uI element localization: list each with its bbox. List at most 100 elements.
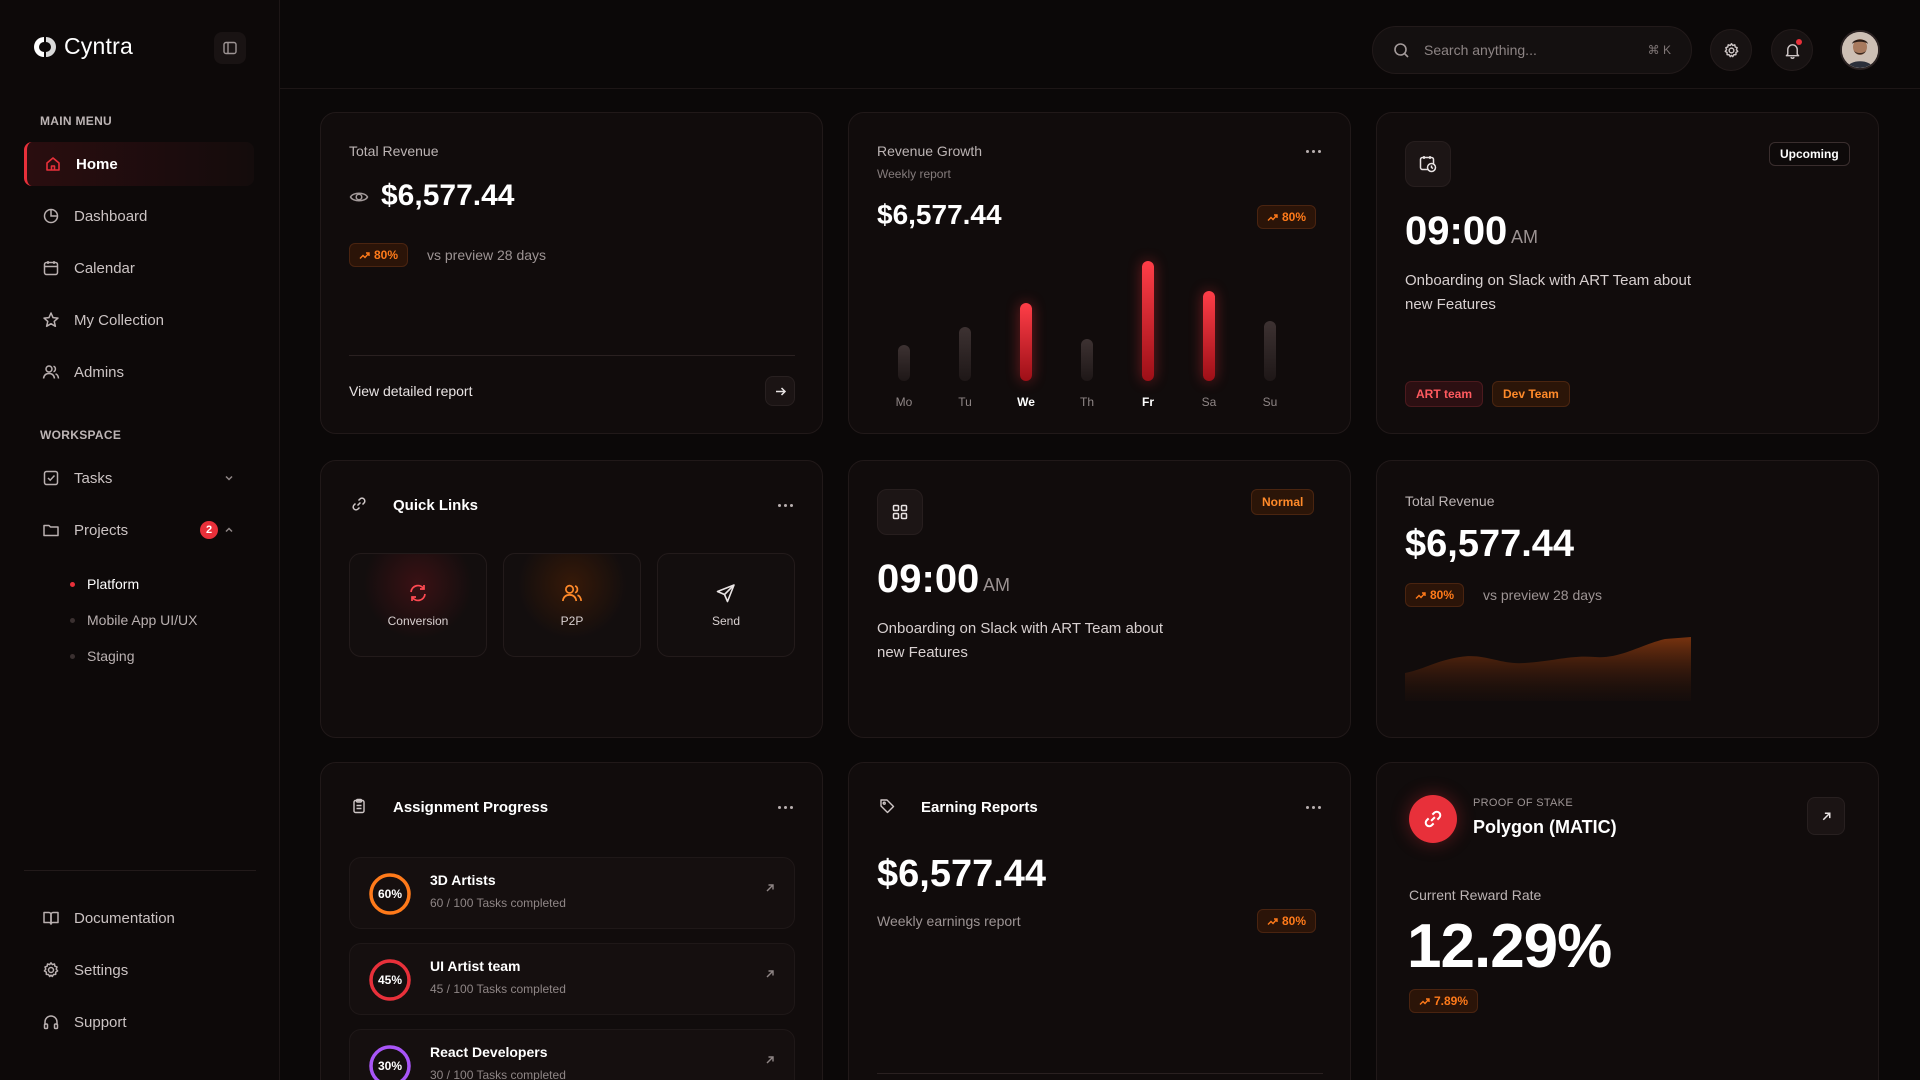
open-stake-button[interactable]: [1807, 797, 1845, 835]
total-revenue-amount: $6,577.44: [381, 179, 515, 212]
avatar[interactable]: [1840, 30, 1880, 70]
change-badge: 80%: [1257, 909, 1317, 933]
sidebar-item-tasks[interactable]: Tasks: [24, 456, 254, 500]
progress-ring: [369, 873, 411, 915]
more-options-button[interactable]: [1301, 795, 1325, 819]
assignment-item[interactable]: 30% React Developers 30 / 100 Tasks comp…: [349, 1029, 795, 1080]
sidebar-item-settings[interactable]: Settings: [24, 948, 254, 992]
app-name: Cyntra: [64, 33, 133, 59]
bar-column-fr[interactable]: Fr: [1133, 253, 1163, 423]
compare-text: vs preview 28 days: [1483, 587, 1603, 603]
assignment-item[interactable]: 60% 3D Artists 60 / 100 Tasks completed: [349, 857, 795, 929]
dot: [70, 653, 75, 659]
notifications-button[interactable]: [1771, 29, 1813, 71]
view-report-link[interactable]: View detailed report: [349, 383, 473, 399]
search-bar[interactable]: ⌘ K: [1372, 26, 1692, 74]
bar-label-fr: Fr: [1142, 395, 1154, 409]
event-time: 09:00: [1405, 209, 1508, 253]
send-icon: [716, 584, 735, 603]
trend-up-icon: [359, 251, 370, 259]
change-value: 7.89%: [1434, 994, 1469, 1008]
dot: [70, 617, 75, 623]
logo[interactable]: Cyntra: [32, 33, 133, 60]
tag-dev-team[interactable]: Dev Team: [1492, 381, 1570, 407]
assignment-progress-card: Assignment Progress 60% 3D Artists 60 / …: [320, 762, 823, 1080]
eye-icon[interactable]: [349, 187, 369, 207]
quick-link-send[interactable]: Send: [657, 553, 795, 657]
progress-ring: [369, 959, 411, 1001]
normal-badge: Normal: [1251, 489, 1315, 515]
assignment-item[interactable]: 45% UI Artist team 45 / 100 Tasks comple…: [349, 943, 795, 1015]
chevron-down-icon[interactable]: [222, 471, 236, 485]
compare-text: vs preview 28 days: [427, 247, 547, 263]
more-options-button[interactable]: [1301, 139, 1325, 163]
view-report-button[interactable]: [765, 376, 795, 406]
bar-label-th: Th: [1079, 395, 1094, 409]
search-shortcut: ⌘ K: [1647, 43, 1671, 57]
settings-button[interactable]: [1710, 29, 1752, 71]
progress-percent: 45%: [377, 973, 403, 987]
bar-column-su[interactable]: Su: [1255, 253, 1285, 423]
bar-label-su: Su: [1262, 395, 1278, 409]
pie-chart-icon: [43, 208, 59, 224]
bar-column-sa[interactable]: Sa: [1194, 253, 1224, 423]
arrow-up-right-icon: [1822, 811, 1831, 820]
project-subitem-label: Staging: [87, 648, 135, 664]
assignment-tasks: 30 / 100 Tasks completed: [430, 1068, 566, 1080]
bar-column-mo[interactable]: Mo: [889, 253, 919, 423]
link-icon: [352, 497, 366, 511]
assignment-name: UI Artist team: [430, 958, 521, 974]
upcoming-badge: Upcoming: [1769, 142, 1850, 166]
bar-column-th[interactable]: Th: [1072, 253, 1102, 423]
project-subitem-label: Platform: [87, 576, 140, 592]
users-icon: [42, 365, 60, 379]
sidebar-item-calendar[interactable]: Calendar: [24, 246, 254, 290]
change-value: 80%: [1430, 588, 1455, 602]
sidebar-item-dashboard[interactable]: Dashboard: [24, 194, 254, 238]
chevron-up-icon[interactable]: [222, 523, 236, 537]
calendar-clock-button[interactable]: [1405, 141, 1451, 187]
bar-column-we[interactable]: We: [1011, 253, 1041, 423]
assignment-name: 3D Artists: [430, 872, 496, 888]
headphones-icon: [43, 1015, 59, 1030]
arrow-up-right-icon[interactable]: [764, 968, 776, 980]
arrow-up-right-icon[interactable]: [764, 1054, 776, 1066]
sidebar-item-support[interactable]: Support: [24, 1000, 254, 1044]
bar-label-we: We: [1017, 395, 1035, 409]
project-subitem-platform[interactable]: Platform: [70, 576, 139, 592]
sidebar-item-home[interactable]: Home: [24, 142, 254, 186]
more-options-button[interactable]: [773, 795, 797, 819]
grid-button[interactable]: [877, 489, 923, 535]
project-subitem-staging[interactable]: Staging: [70, 648, 134, 664]
active-dot: [70, 581, 75, 587]
sidebar-item-admins[interactable]: Admins: [24, 350, 254, 394]
quick-link-p2p[interactable]: P2P: [503, 553, 641, 657]
bar-sa: [1203, 291, 1215, 381]
project-subitem-mobile-app[interactable]: Mobile App UI/UX: [70, 612, 198, 628]
upcoming-event-card: Upcoming 09:00 AM Onboarding on Slack wi…: [1376, 112, 1879, 434]
gear-icon: [1724, 42, 1738, 57]
sidebar-toggle-icon: [223, 41, 237, 55]
sidebar-item-projects[interactable]: Projects 2: [24, 508, 254, 552]
earning-amount: $6,577.44: [877, 853, 1047, 895]
quick-link-label: P2P: [560, 614, 584, 628]
quick-links-card: Quick Links Conversion P2P Send: [320, 460, 823, 738]
bar-column-tu[interactable]: Tu: [950, 253, 980, 423]
more-options-button[interactable]: [773, 493, 797, 517]
tag-art-team[interactable]: ART team: [1405, 381, 1484, 407]
quick-link-conversion[interactable]: Conversion: [349, 553, 487, 657]
sidebar-item-label: Settings: [74, 961, 129, 979]
arrow-up-right-icon[interactable]: [764, 882, 776, 894]
book-icon: [43, 911, 59, 925]
search-input[interactable]: [1424, 42, 1634, 58]
arrow-right-icon: [775, 386, 786, 396]
bar-label-sa: Sa: [1201, 395, 1217, 409]
sidebar-item-my-collection[interactable]: My Collection: [24, 298, 254, 342]
projects-count-badge: 2: [200, 521, 218, 539]
sidebar-collapse-button[interactable]: [214, 32, 246, 64]
card-label: Total Revenue: [1405, 493, 1495, 509]
cyntra-logo-icon: [34, 36, 56, 57]
event-ampm: AM: [1511, 227, 1538, 247]
sidebar-item-documentation[interactable]: Documentation: [24, 896, 254, 940]
bar-we: [1020, 303, 1032, 381]
